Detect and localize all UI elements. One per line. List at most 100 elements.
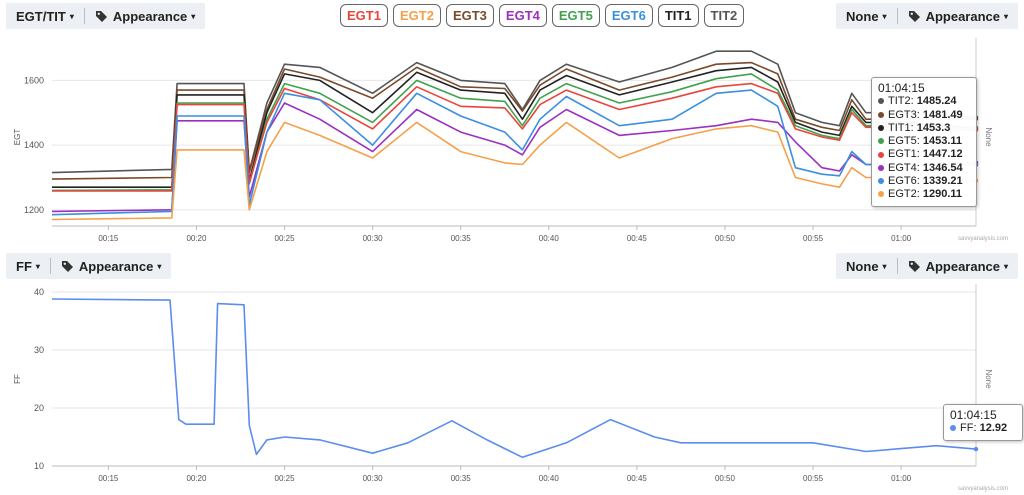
tooltip-series-value: 1346.54: [922, 161, 963, 174]
x-tick-label: 00:30: [363, 234, 384, 243]
series-toggle-egt3[interactable]: EGT3: [445, 4, 494, 27]
egt-tit-select-label: EGT/TIT: [16, 8, 66, 24]
divider: [83, 8, 85, 24]
x-tick-label: 00:30: [363, 474, 384, 483]
series-dot-icon: [878, 124, 884, 131]
tooltip-series-name: EGT2: [888, 188, 917, 201]
tooltip-row-egt5: EGT5: 1453.11: [878, 135, 970, 148]
series-dot-icon: [878, 178, 884, 185]
series-line-tit2: [51, 50, 977, 174]
y-tick-label: 30: [34, 345, 44, 355]
series-dot-icon: [878, 151, 884, 158]
tooltip-series-value: 1453.3: [916, 121, 951, 134]
x-tick-label: 00:15: [98, 234, 119, 243]
ff-appearance-label: Appearance: [78, 258, 154, 274]
y-tick-label: 20: [34, 403, 44, 413]
tooltip-row-egt3: EGT3: 1481.49: [878, 109, 970, 122]
tooltip-series-value: 1481.49: [922, 108, 963, 121]
y-tick-label: 1200: [24, 205, 44, 215]
ff-appearance-button[interactable]: Appearance ▾: [51, 253, 171, 279]
chevron-down-icon: ▾: [35, 261, 40, 271]
tooltip-row-tit2: TIT2: 1485.24: [878, 95, 970, 108]
ff-controls-right: None ▾ Appearance ▾: [836, 253, 1018, 279]
series-toggle-egt4[interactable]: EGT4: [498, 4, 547, 27]
x-tick-label: 00:50: [715, 474, 736, 483]
x-tick-label: 00:45: [627, 234, 648, 243]
right-axis-label: None: [984, 127, 993, 147]
tooltip-series-name: EGT4: [888, 161, 917, 174]
divider: [49, 258, 51, 274]
egt-tit-select[interactable]: EGT/TIT ▾: [6, 3, 84, 29]
series-line-egt5: [51, 73, 977, 192]
tooltip-series-value: 1485.24: [916, 95, 957, 108]
tooltip-series-value: 1447.12: [922, 148, 963, 161]
ff-chart[interactable]: 10 20 30 40 00:15 00:20 00:25 00:30 00:35 00:40 00…: [0, 284, 1024, 492]
series-dot-icon: [878, 191, 884, 198]
chevron-down-icon: ▾: [882, 261, 887, 271]
y-tick-label: 40: [34, 287, 44, 297]
tooltip-row-tit1: TIT1: 1453.3: [878, 122, 970, 135]
chevron-down-icon: ▾: [882, 11, 887, 21]
tooltip-row-ff: FF: 12.92: [950, 422, 1016, 435]
tooltip-row-egt2: EGT2: 1290.11: [878, 188, 970, 201]
watermark-top: savvyanalysis.com: [958, 236, 1009, 242]
tooltip-series-name: EGT5: [888, 135, 917, 148]
series-dot-icon: [878, 98, 884, 105]
appearance-button[interactable]: Appearance ▾: [85, 3, 205, 29]
x-tick-label: 00:40: [539, 234, 560, 243]
series-line-egt6: [51, 89, 977, 216]
series-line-egt1: [52, 82, 977, 192]
x-tick-label: 00:35: [451, 234, 472, 243]
tag-icon: [95, 10, 108, 23]
x-tick-label: 00:35: [451, 474, 472, 483]
tooltip-row-egt1: EGT1: 1447.12: [878, 148, 970, 161]
tooltip-series-name: FF: [960, 422, 974, 435]
appearance-label: Appearance: [112, 8, 188, 24]
ff-select[interactable]: FF ▾: [6, 253, 50, 279]
x-tick-label: 00:20: [186, 234, 207, 243]
series-toggle-egt1[interactable]: EGT1: [340, 4, 388, 27]
series-marker-ff: [973, 446, 979, 452]
right-axis-select[interactable]: None ▾: [836, 3, 897, 29]
x-tick-label: 01:00: [891, 234, 912, 243]
y-axis-label: FF: [13, 374, 22, 384]
tooltip-series-value: 1290.11: [922, 188, 963, 201]
tag-icon: [908, 10, 921, 23]
series-toggle-egt6[interactable]: EGT6: [604, 4, 653, 27]
tooltip-series-value: 12.92: [979, 422, 1008, 435]
series-dot-icon: [878, 164, 884, 171]
x-tick-label: 00:45: [627, 474, 648, 483]
series-toggle-tit1[interactable]: TIT1: [657, 4, 699, 27]
series-line-ff: [51, 298, 977, 459]
tooltip-series-name: TIT1: [888, 121, 911, 134]
tooltip-series-name: EGT3: [888, 108, 917, 121]
x-tick-label: 00:40: [539, 474, 560, 483]
ff-select-label: FF: [16, 258, 32, 274]
chevron-down-icon: ▾: [1003, 11, 1008, 21]
y-tick-label: 1400: [24, 140, 44, 150]
tooltip-series-name: EGT1: [888, 148, 917, 161]
egt-controls-left: EGT/TIT ▾ Appearance ▾: [6, 3, 206, 29]
tooltip-series-name: TIT2: [888, 95, 911, 108]
series-toggle-egt5[interactable]: EGT5: [551, 4, 600, 27]
ff-right-axis-select[interactable]: None ▾: [836, 253, 897, 279]
right-appearance-button[interactable]: Appearance ▾: [898, 3, 1018, 29]
series-dot-icon: [950, 425, 956, 432]
series-toggle-tit2[interactable]: TIT2: [703, 4, 745, 27]
ff-right-axis-select-label: None: [846, 258, 879, 274]
tag-icon: [908, 260, 921, 273]
series-toggle-egt2[interactable]: EGT2: [392, 4, 441, 27]
ff-controls-left: FF ▾ Appearance ▾: [6, 253, 172, 279]
tooltip-series-name: EGT6: [888, 175, 917, 188]
chevron-down-icon: ▾: [1003, 261, 1008, 271]
series-dot-icon: [878, 111, 884, 118]
x-tick-label: 00:20: [186, 474, 207, 483]
x-tick-label: 00:50: [715, 234, 736, 243]
ff-right-appearance-button[interactable]: Appearance ▾: [898, 253, 1018, 279]
ff-right-appearance-label: Appearance: [925, 258, 1000, 274]
chevron-down-icon: ▾: [191, 11, 196, 21]
tooltip-series-value: 1453.11: [922, 135, 963, 148]
egt-controls-right: None ▾ Appearance ▾: [836, 3, 1018, 29]
x-tick-label: 00:55: [803, 474, 824, 483]
ff-tooltip: 01:04:15 FF: 12.92: [943, 404, 1023, 441]
